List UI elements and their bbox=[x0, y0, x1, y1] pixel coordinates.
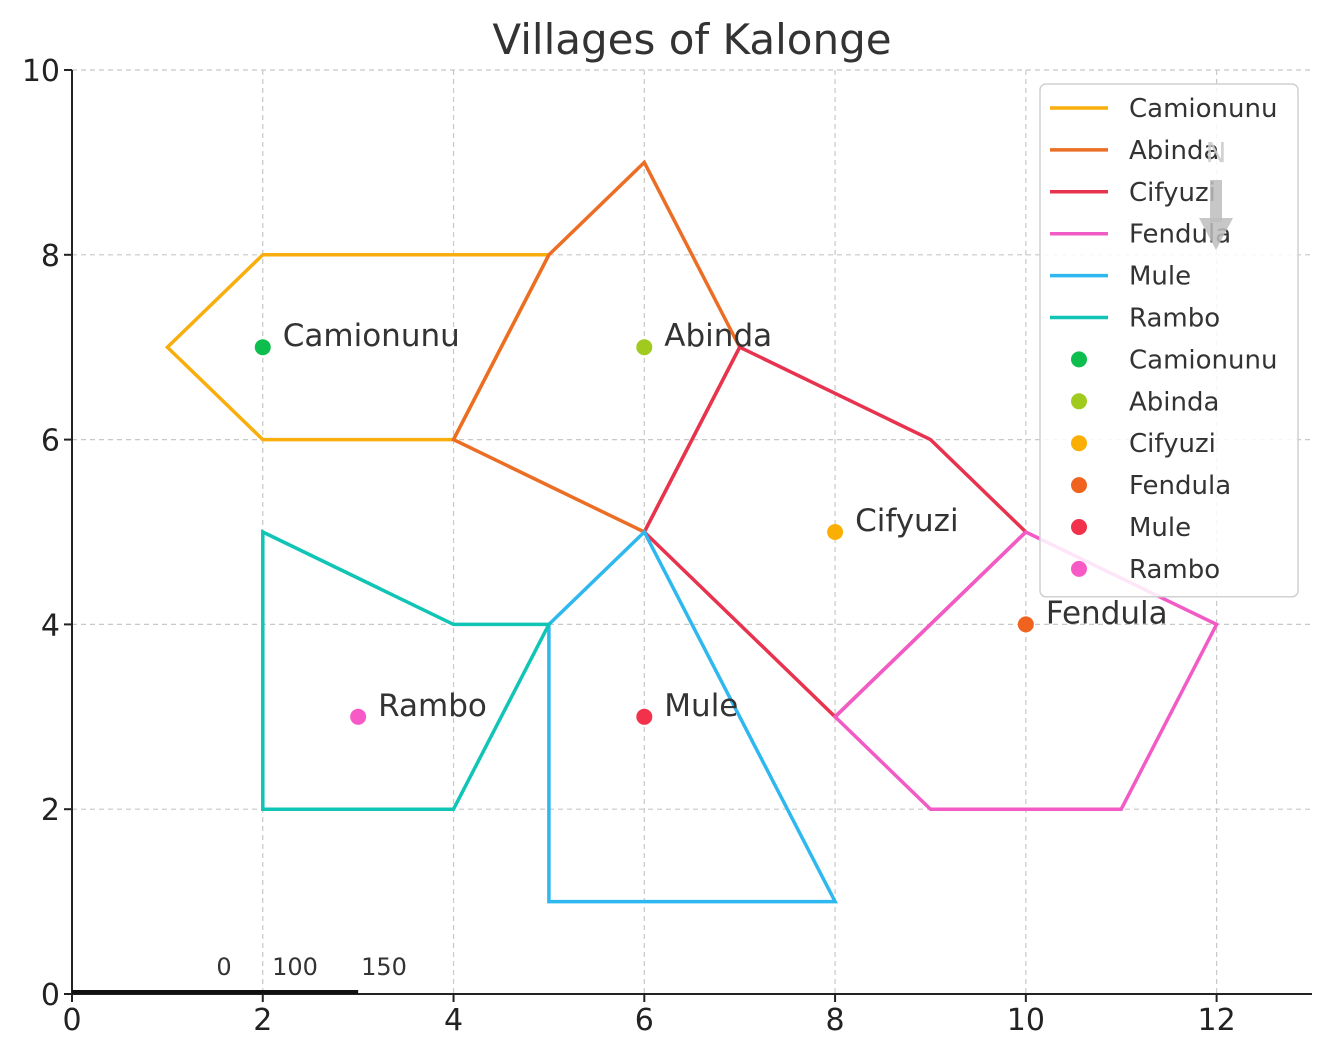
legend-swatch-dot bbox=[1071, 435, 1087, 452]
legend-entry-region: Mule bbox=[1129, 262, 1191, 292]
region-boundaries bbox=[164, 159, 1219, 904]
north-arrow-icon: N bbox=[1199, 136, 1233, 250]
region-mule bbox=[547, 529, 838, 904]
y-tick-label: 6 bbox=[41, 424, 60, 459]
scale-bar-label: 100 bbox=[272, 953, 318, 981]
village-label-fendula: Fendula bbox=[1046, 595, 1168, 631]
x-tick-label: 8 bbox=[826, 1003, 845, 1038]
y-tick-label: 2 bbox=[41, 793, 60, 828]
x-tick-label: 6 bbox=[635, 1003, 654, 1038]
y-tick-label: 8 bbox=[41, 239, 60, 274]
region-cifyuzi bbox=[642, 344, 1029, 720]
village-point-abinda bbox=[636, 339, 653, 356]
legend-entry-village: Abinda bbox=[1129, 387, 1219, 417]
legend-entry-village: Rambo bbox=[1129, 555, 1220, 585]
map-title: Villages of Kalonge bbox=[492, 15, 891, 64]
village-point-camionunu bbox=[254, 339, 271, 356]
village-point-fendula bbox=[1017, 616, 1034, 633]
village-point-rambo bbox=[350, 708, 367, 725]
legend-entry-village: Camionunu bbox=[1129, 345, 1277, 375]
region-abinda bbox=[451, 159, 742, 535]
x-tick-label: 4 bbox=[444, 1003, 463, 1038]
village-point-cifyuzi bbox=[827, 524, 844, 540]
y-tick-label: 0 bbox=[41, 978, 60, 1013]
legend-entry-region: Abinda bbox=[1129, 136, 1219, 166]
scale-bar: 0 100 150 bbox=[72, 953, 407, 994]
village-label-cifyuzi: Cifyuzi bbox=[855, 503, 959, 539]
y-tick-label: 4 bbox=[41, 608, 60, 643]
x-tick-label: 0 bbox=[62, 1003, 81, 1038]
legend-swatch-dot bbox=[1071, 351, 1087, 368]
village-label-abinda: Abinda bbox=[664, 318, 772, 354]
legend-swatch-dot bbox=[1071, 393, 1087, 410]
north-label: N bbox=[1206, 136, 1227, 169]
legend-entry-village: Mule bbox=[1129, 513, 1191, 543]
legend-entry-region: Camionunu bbox=[1129, 94, 1277, 124]
legend-entry-region: Cifyuzi bbox=[1129, 178, 1216, 208]
village-point-mule bbox=[636, 708, 653, 725]
north-arrow-head bbox=[1199, 218, 1233, 250]
scale-bar-label: 0 bbox=[216, 953, 231, 981]
village-label-mule: Mule bbox=[664, 688, 738, 724]
legend-entry-region: Rambo bbox=[1129, 304, 1220, 334]
legend-entry-village: Fendula bbox=[1129, 471, 1231, 501]
north-arrow-shaft bbox=[1210, 180, 1222, 222]
legend-swatch-dot bbox=[1071, 477, 1087, 494]
legend-swatch-dot bbox=[1071, 519, 1087, 535]
region-rambo bbox=[261, 529, 552, 811]
village-label-rambo: Rambo bbox=[378, 688, 487, 724]
legend-box bbox=[1039, 83, 1299, 598]
legend-entry-village: Cifyuzi bbox=[1129, 429, 1216, 459]
legend-swatch-dot bbox=[1071, 560, 1087, 577]
region-fendula bbox=[832, 529, 1219, 811]
legend: Camionunu Abinda Cifyuzi Fendula Mule Rambo Ca… bbox=[1039, 83, 1299, 598]
x-tick-label: 12 bbox=[1198, 1003, 1236, 1038]
x-tick-label: 10 bbox=[1007, 1003, 1045, 1038]
y-tick-label: 10 bbox=[22, 54, 60, 89]
village-markers: Camionunu Abinda Cifyuzi Fendula Mule Rambo bbox=[254, 318, 1168, 725]
scale-bar-label: 150 bbox=[361, 953, 407, 981]
village-label-camionunu: Camionunu bbox=[283, 318, 460, 354]
x-tick-label: 2 bbox=[253, 1003, 272, 1038]
